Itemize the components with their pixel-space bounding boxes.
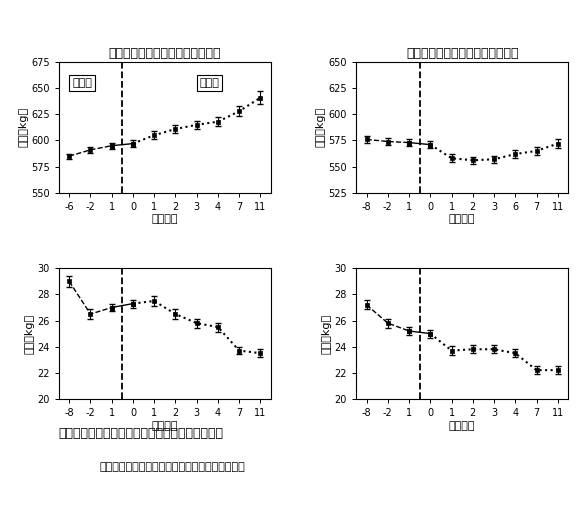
Y-axis label: 体重（kg）: 体重（kg） (18, 107, 28, 148)
Text: 変更前: 変更前 (72, 78, 92, 88)
X-axis label: 変更後週: 変更後週 (449, 421, 475, 430)
Text: 各変更とも試験牛６頭の最小二乗平均＋標準誤差: 各変更とも試験牛６頭の最小二乗平均＋標準誤差 (100, 462, 246, 472)
Y-axis label: 体重（kg）: 体重（kg） (315, 107, 325, 148)
X-axis label: 変更後週: 変更後週 (152, 421, 178, 430)
Title: フリーストールから繋ぎへの変更: フリーストールから繋ぎへの変更 (406, 47, 519, 60)
Text: 図１　飼養方式変更前後の体重および乳量の推移: 図１ 飼養方式変更前後の体重および乳量の推移 (59, 427, 224, 440)
Y-axis label: 乳量（kg）: 乳量（kg） (24, 313, 35, 354)
X-axis label: 変更後週: 変更後週 (152, 214, 178, 224)
Y-axis label: 乳量（kg）: 乳量（kg） (322, 313, 332, 354)
Text: 変更後: 変更後 (199, 78, 219, 88)
Title: 繋ぎからフリーストールへの変更: 繋ぎからフリーストールへの変更 (108, 47, 221, 60)
X-axis label: 変更後週: 変更後週 (449, 214, 475, 224)
